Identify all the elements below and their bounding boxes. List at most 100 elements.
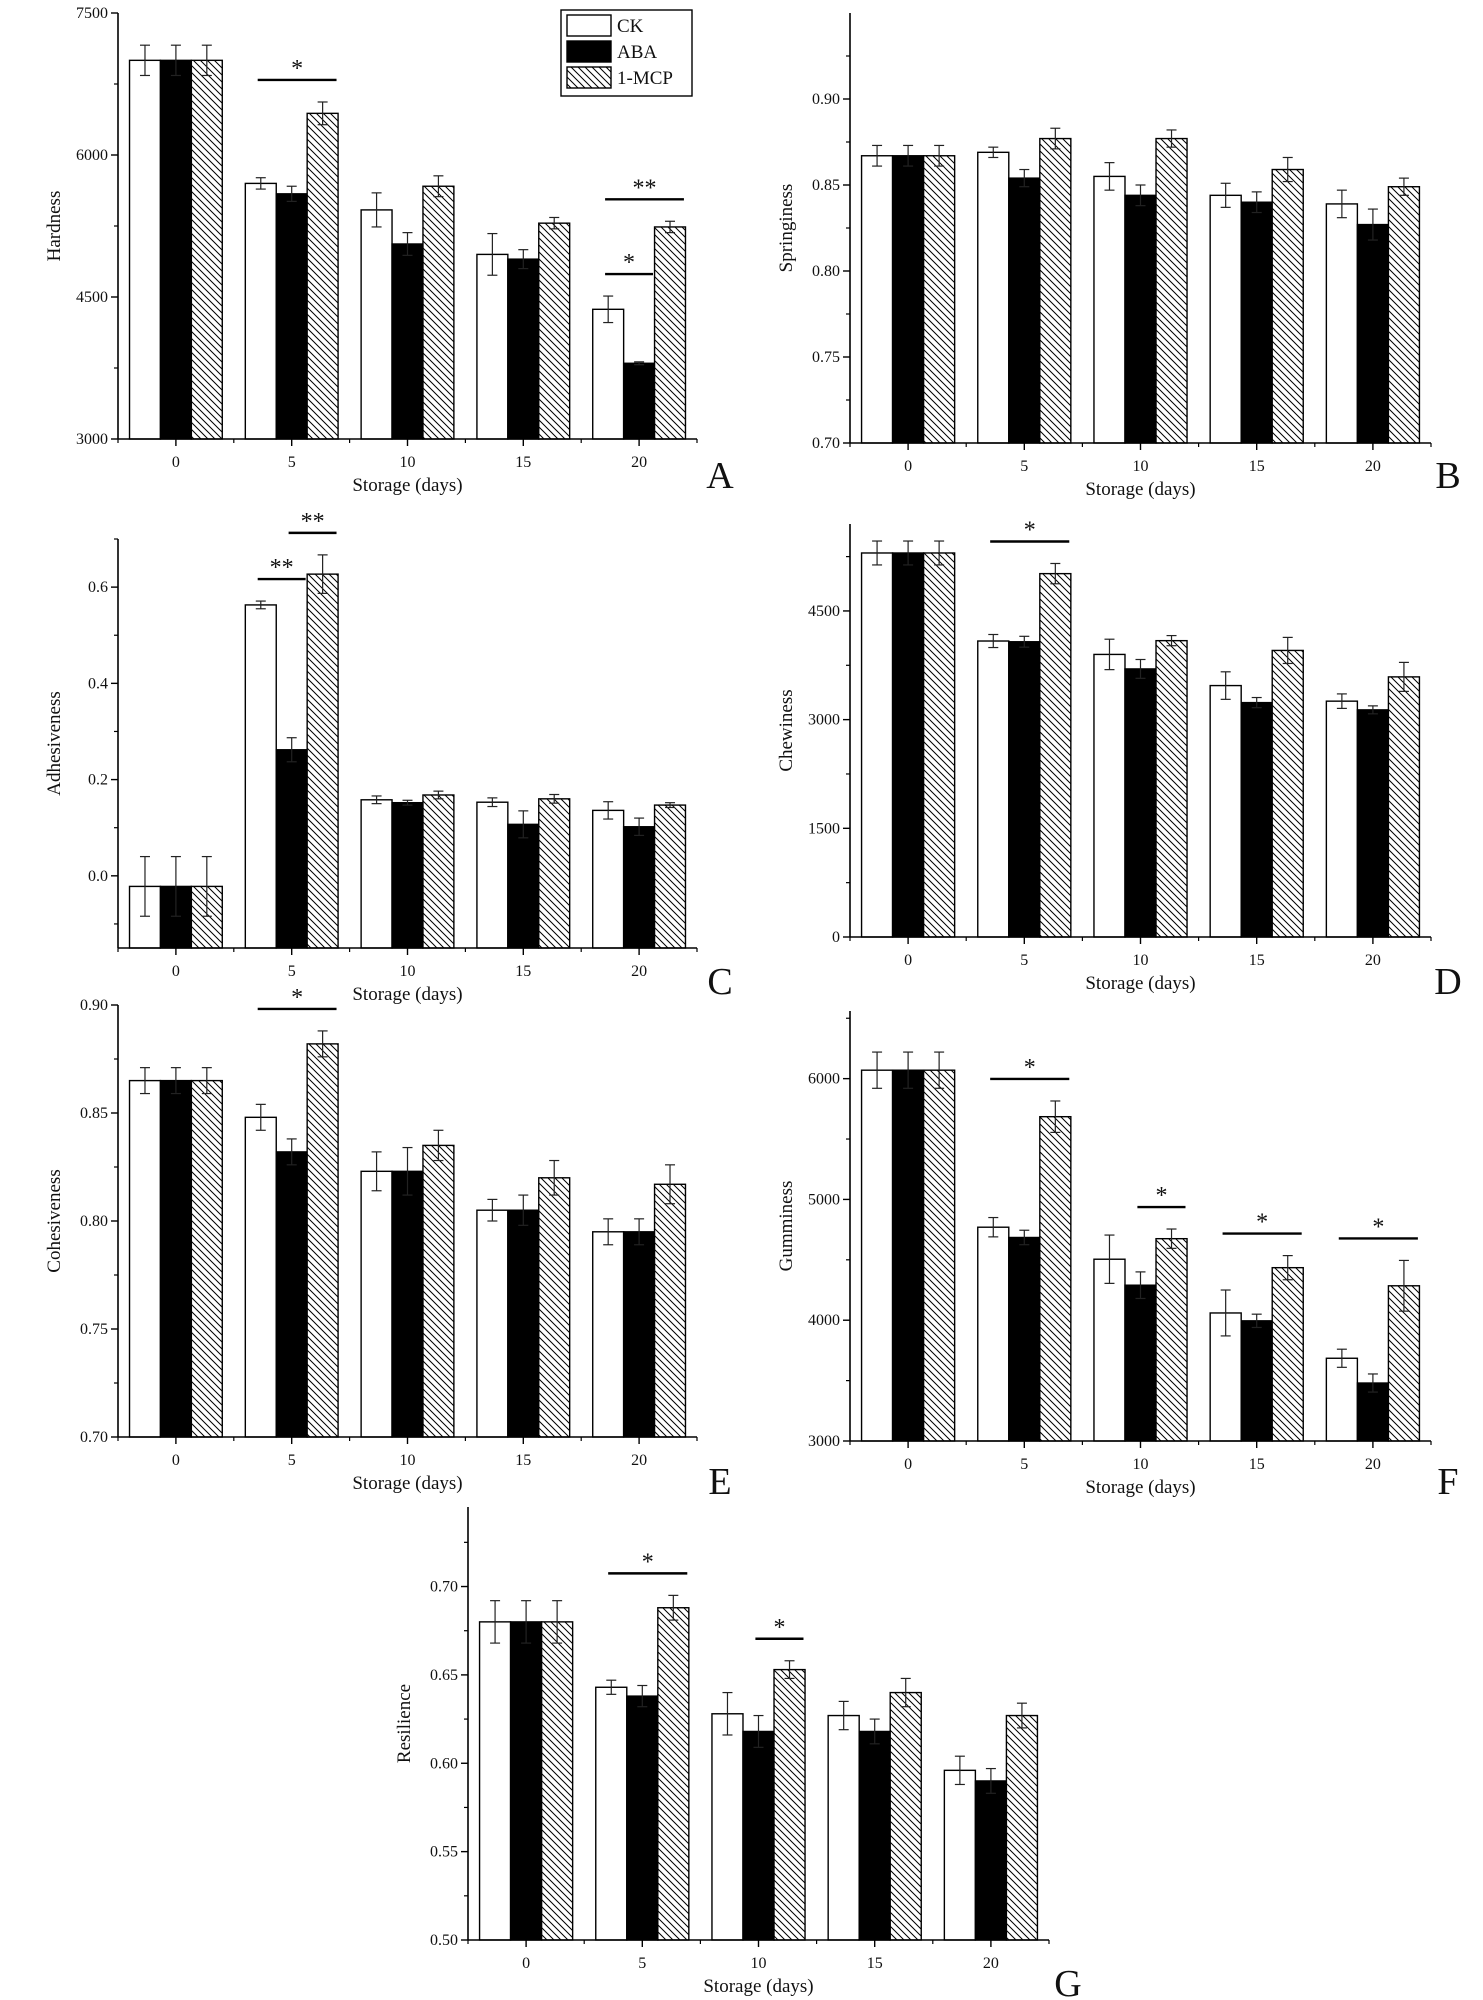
y-axis-title: Resilience xyxy=(394,1684,415,1763)
error-bar xyxy=(934,144,945,167)
error-bar xyxy=(402,232,413,256)
bar-aba-day-5 xyxy=(626,1695,659,1941)
bar-aba-day-15 xyxy=(1240,201,1273,444)
y-tick-label: 0.70 xyxy=(812,435,840,452)
error-bar xyxy=(487,232,498,276)
bar-aba-day-5 xyxy=(275,749,308,949)
x-tick-label: 10 xyxy=(400,454,416,471)
error-bar xyxy=(1019,635,1030,648)
error-bar xyxy=(872,144,883,167)
chart-panel-B: 0.70 0.75 0.80 0.85 0.90 0 5 10 15 20 Storage (day… xyxy=(776,13,1461,500)
error-bar xyxy=(988,1216,999,1238)
chart-panel-A: 3000 4500 6000 7500 0 5 10 15 20 Storage (days) Ha… xyxy=(44,5,734,497)
bar-ck-day-15 xyxy=(1209,684,1242,938)
error-bar xyxy=(139,855,150,917)
x-axis-title: Storage (days) xyxy=(1085,479,1195,500)
bar-ck-day-10 xyxy=(360,799,393,949)
error-bar xyxy=(603,1218,614,1246)
error-bar xyxy=(872,540,883,566)
chart-panel-C: 0.0 0.2 0.4 0.6 0 5 10 15 20 Storage (days) Adhesi… xyxy=(44,509,733,1005)
x-axis-title: Storage (days) xyxy=(703,1976,813,1997)
error-bar xyxy=(1104,638,1115,671)
error-bar xyxy=(934,540,945,566)
bar-ck-day-10 xyxy=(360,1170,393,1438)
error-bar xyxy=(286,737,297,763)
error-bar xyxy=(170,44,181,77)
x-tick-label: 20 xyxy=(1365,458,1381,475)
bar-aba-day-0 xyxy=(891,1069,925,1442)
panel-label: B xyxy=(1435,455,1460,497)
bar-1-mcp-day-0 xyxy=(922,155,956,444)
error-bar xyxy=(521,1600,532,1644)
bar-1-mcp-day-5 xyxy=(657,1607,690,1941)
error-bar xyxy=(1104,162,1115,191)
error-bar xyxy=(668,1594,679,1621)
bar-1-mcp-day-10 xyxy=(422,1144,455,1438)
bar-1-mcp-day-5 xyxy=(1039,137,1072,444)
legend-label: ABA xyxy=(617,42,657,63)
error-bar xyxy=(903,540,914,566)
bar-1-mcp-day-5 xyxy=(306,112,339,440)
bar-ck-day-0 xyxy=(860,552,894,938)
y-tick-label: 5000 xyxy=(808,1191,840,1208)
error-bar xyxy=(1367,208,1378,241)
x-tick-label: 0 xyxy=(904,458,912,475)
error-bar xyxy=(170,855,181,917)
error-bar xyxy=(1104,1234,1115,1284)
y-tick-label: 0.50 xyxy=(430,1932,458,1949)
error-bar xyxy=(286,185,297,202)
bar-aba-day-0 xyxy=(159,59,193,440)
error-bar xyxy=(1398,177,1409,196)
error-bar xyxy=(552,1600,563,1644)
bar-1-mcp-day-10 xyxy=(422,794,455,949)
bar-1-mcp-day-5 xyxy=(306,1043,339,1438)
bar-aba-day-20 xyxy=(622,362,656,440)
x-tick-label: 15 xyxy=(515,963,531,980)
x-tick-label: 5 xyxy=(1020,952,1028,969)
x-axis-title: Storage (days) xyxy=(1085,1477,1195,1498)
error-bar xyxy=(665,1164,676,1205)
y-tick-label: 1500 xyxy=(808,820,840,837)
bar-aba-day-15 xyxy=(507,1209,540,1438)
bar-1-mcp-day-0 xyxy=(190,1079,223,1438)
bar-aba-day-20 xyxy=(1356,709,1390,938)
bar-ck-day-20 xyxy=(1325,1357,1359,1442)
error-bar xyxy=(1166,634,1177,647)
error-bar xyxy=(286,1138,297,1166)
bar-1-mcp-day-15 xyxy=(538,222,571,440)
x-tick-label: 5 xyxy=(288,454,296,471)
panel-label: F xyxy=(1437,1461,1458,1503)
bar-ck-day-15 xyxy=(476,1209,509,1438)
y-tick-label: 0.55 xyxy=(430,1844,458,1861)
error-bar xyxy=(722,1691,733,1736)
legend: CK ABA 1-MCP xyxy=(560,9,693,97)
x-tick-label: 15 xyxy=(515,1452,531,1469)
error-bar xyxy=(402,1146,413,1196)
y-tick-label: 0.75 xyxy=(812,349,840,366)
significance-label: ** xyxy=(633,175,657,201)
panel-label: G xyxy=(1054,1963,1081,2000)
error-bar xyxy=(1336,693,1347,710)
y-tick-label: 0.75 xyxy=(80,1321,108,1338)
error-bar xyxy=(433,175,444,198)
bar-aba-day-15 xyxy=(1240,1320,1273,1442)
bar-ck-day-15 xyxy=(827,1714,860,1941)
error-bar xyxy=(954,1755,965,1786)
error-bar xyxy=(1050,1100,1061,1133)
error-bar xyxy=(1282,156,1293,183)
bar-ck-day-5 xyxy=(244,1116,277,1438)
bar-1-mcp-day-0 xyxy=(922,552,956,938)
error-bar xyxy=(900,1677,911,1708)
bar-1-mcp-day-10 xyxy=(422,185,455,440)
error-bar xyxy=(371,795,382,805)
bar-1-mcp-day-15 xyxy=(1271,1266,1304,1442)
x-tick-label: 20 xyxy=(983,1955,999,1972)
bar-ck-day-5 xyxy=(977,1226,1010,1442)
bar-1-mcp-day-0 xyxy=(922,1069,956,1442)
bar-aba-day-15 xyxy=(1240,701,1273,938)
bar-1-mcp-day-0 xyxy=(190,59,223,440)
error-bar xyxy=(869,1718,880,1745)
y-tick-label: 0.85 xyxy=(80,1105,108,1122)
bar-1-mcp-day-20 xyxy=(653,226,687,440)
significance-label: * xyxy=(1024,1055,1036,1081)
